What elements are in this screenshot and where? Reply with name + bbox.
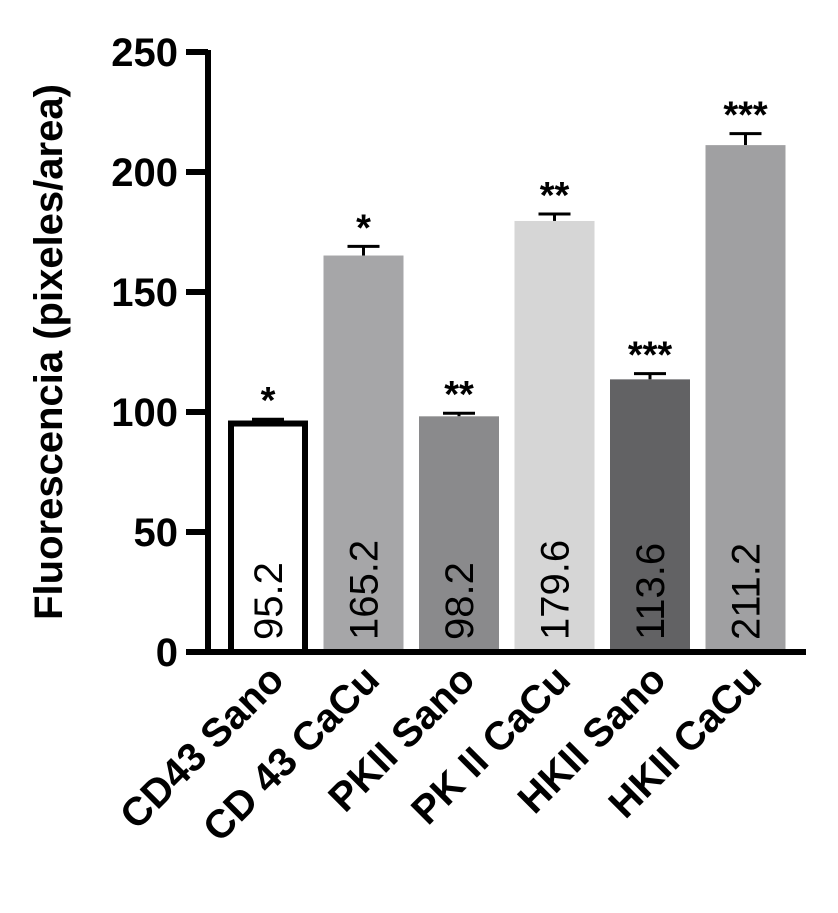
significance-label: *: [356, 207, 371, 249]
bar-value-label: 211.2: [725, 543, 769, 640]
significance-label: *: [261, 380, 276, 422]
y-tick-label: 0: [156, 631, 178, 675]
y-tick-label: 250: [111, 31, 178, 75]
bar-value-label: 179.6: [534, 540, 578, 640]
bar-value-label: 98.2: [438, 562, 482, 640]
bar-value-label: 165.2: [343, 540, 387, 640]
bar-value-label: 113.6: [629, 543, 673, 640]
bar: [323, 255, 404, 652]
y-tick-label: 100: [111, 391, 178, 435]
bar: [705, 145, 786, 652]
significance-label: **: [444, 374, 474, 416]
bar: [514, 220, 595, 652]
y-tick-label: 150: [111, 271, 178, 315]
bar: [419, 416, 499, 652]
significance-label: ***: [723, 95, 768, 137]
bar: [610, 379, 690, 652]
bar-value-label: 95.2: [247, 562, 291, 640]
y-axis-label-group: Fluorescencia (pixeles/area): [27, 84, 71, 620]
significance-label: **: [540, 175, 570, 217]
y-tick-label: 200: [111, 151, 178, 195]
y-tick-label: 50: [134, 511, 179, 555]
y-axis-label: Fluorescencia (pixeles/area): [27, 84, 71, 620]
significance-label: ***: [628, 335, 673, 377]
bar: [228, 420, 308, 655]
